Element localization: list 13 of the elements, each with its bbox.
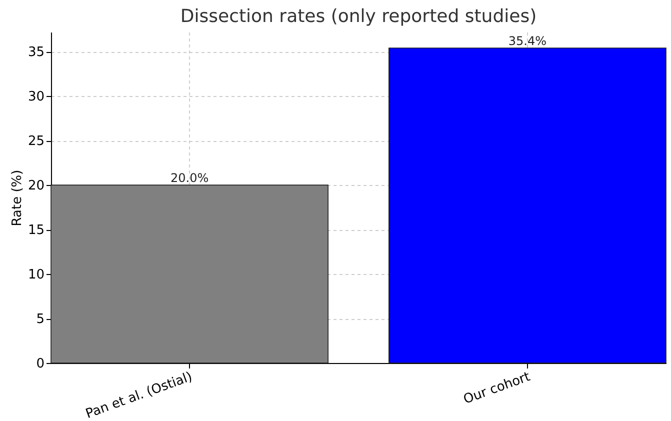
y-axis-title: Rate (%) [10, 170, 25, 226]
y-tick-label: 20 [28, 178, 44, 194]
y-tick-label: 0 [36, 356, 44, 372]
y-tick-label: 10 [28, 268, 44, 283]
y-tick-label: 35 [28, 45, 44, 60]
data-label: 20.0% [170, 171, 209, 186]
y-tick-label: 5 [36, 312, 44, 328]
x-tick-label: Our cohort [462, 370, 532, 408]
y-tick-label: 25 [28, 134, 44, 150]
chart-title: Dissection rates (only reported studies) [180, 6, 537, 27]
y-tick-label: 30 [28, 90, 44, 105]
data-label: 35.4% [508, 34, 547, 48]
y-tick-label: 15 [28, 223, 44, 238]
